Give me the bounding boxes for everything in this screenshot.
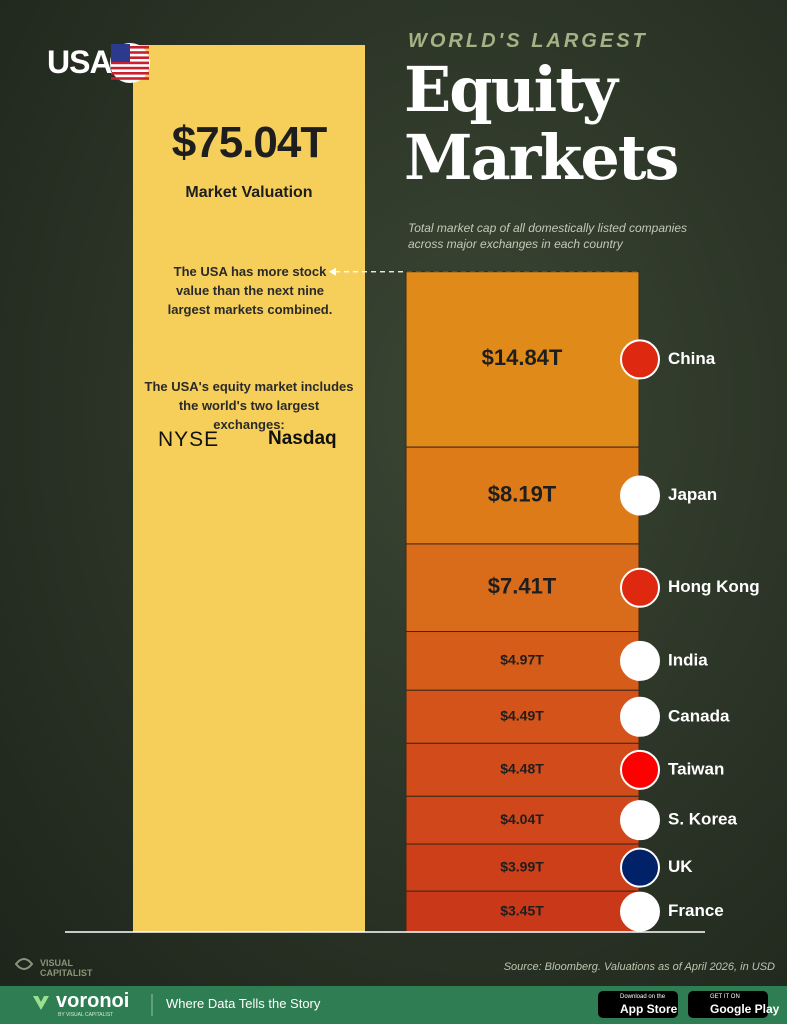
usa-label: USA xyxy=(47,44,113,80)
country-label: India xyxy=(668,650,708,669)
value-label: $3.99T xyxy=(500,858,544,874)
bar-segment xyxy=(405,543,640,633)
flag xyxy=(620,640,660,681)
brand: voronoi xyxy=(56,990,130,1012)
pointer-arrow xyxy=(329,267,336,276)
bar-segment xyxy=(405,843,640,892)
country-label: UK xyxy=(668,857,693,876)
voronoi-logo xyxy=(33,996,49,1010)
badge-text: Google Play xyxy=(710,1002,780,1016)
source: Source: Bloomberg. Valuations as of Apri… xyxy=(503,961,775,973)
flag xyxy=(620,567,660,608)
usa-bar xyxy=(133,45,365,932)
exchange-logo: Nasdaq xyxy=(268,428,337,449)
badge-text: Download on the xyxy=(620,994,666,1000)
usa-caption: Market Valuation xyxy=(185,184,313,201)
value-label: $14.84T xyxy=(482,345,563,370)
value-label: $4.04T xyxy=(500,811,544,827)
value-label: $4.48T xyxy=(500,761,544,777)
subtitle: Total market cap of all domestically lis… xyxy=(408,221,688,251)
flag xyxy=(620,749,660,790)
kicker: WORLD'S LARGEST xyxy=(408,30,648,52)
bar-segment xyxy=(405,271,640,448)
country-label: France xyxy=(668,901,724,920)
flag xyxy=(620,800,660,841)
flag xyxy=(620,847,660,888)
vc-logo xyxy=(14,958,34,970)
value-label: $4.49T xyxy=(500,708,544,724)
country-label: China xyxy=(668,349,716,368)
flag xyxy=(620,891,660,932)
tagline: Where Data Tells the Story xyxy=(166,996,321,1011)
country-label: S. Korea xyxy=(668,810,738,829)
flag-canton xyxy=(111,44,130,62)
value-label: $4.97T xyxy=(500,652,544,668)
usa-value-label: $75.04T xyxy=(171,118,327,167)
bar-segment xyxy=(405,689,640,744)
country-label: Taiwan xyxy=(668,759,724,778)
publisher: VISUAL CAPITALIST xyxy=(40,958,93,978)
brand-sub: BY VISUAL CAPITALIST xyxy=(58,1012,114,1018)
flag xyxy=(620,475,660,516)
exchange-logo: NYSE xyxy=(158,428,220,451)
badge-text: GET IT ON xyxy=(710,994,740,1000)
bar-segment xyxy=(405,446,640,545)
value-label: $3.45T xyxy=(500,902,544,918)
value-label: $8.19T xyxy=(488,481,557,506)
badge-text: App Store xyxy=(620,1002,678,1016)
value-label: $7.41T xyxy=(488,574,557,599)
country-label: Japan xyxy=(668,485,717,504)
title: Equity Markets xyxy=(404,53,679,194)
flag-stripe xyxy=(111,77,149,80)
flag-stripe xyxy=(111,72,149,75)
app-store-badge[interactable] xyxy=(598,991,678,1018)
annotation: The USA has more stock value than the ne… xyxy=(167,264,333,317)
flag xyxy=(620,696,660,737)
flag-stripe xyxy=(111,61,149,65)
bar-segment xyxy=(405,742,640,797)
flag xyxy=(620,339,660,380)
country-label: Hong Kong xyxy=(668,577,760,596)
bar-segment xyxy=(405,795,640,845)
country-label: Canada xyxy=(668,706,730,725)
flag-stripe xyxy=(111,66,149,70)
annotation: The USA's equity market includes the wor… xyxy=(144,379,354,432)
google-play-badge[interactable] xyxy=(688,991,768,1018)
